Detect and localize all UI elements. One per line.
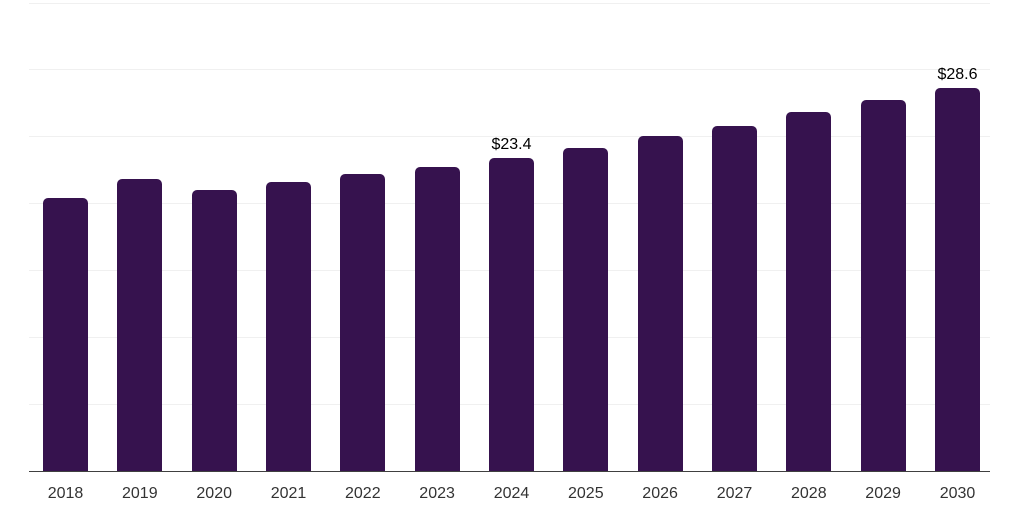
x-tick-label-2024: 2024 xyxy=(493,485,530,502)
x-tick-label-2027: 2027 xyxy=(716,485,753,502)
x-tick-label-2022: 2022 xyxy=(345,485,381,502)
bar-2026[interactable] xyxy=(637,136,683,471)
bar-2018[interactable] xyxy=(43,197,88,471)
bar-2030[interactable] xyxy=(935,88,980,471)
x-axis-line xyxy=(29,470,990,472)
bar-2021[interactable] xyxy=(266,181,311,471)
bar-2024[interactable] xyxy=(489,157,534,471)
x-tick-label-2018: 2018 xyxy=(47,485,84,502)
gridline-35 xyxy=(29,2,990,4)
gridline-25 xyxy=(29,136,990,138)
data-label-2024: $23.4 xyxy=(491,135,532,153)
bar-2023[interactable] xyxy=(414,167,460,471)
bar-2028[interactable] xyxy=(786,112,832,471)
bar-2025[interactable] xyxy=(563,148,609,471)
bar-2027[interactable] xyxy=(712,125,757,471)
bar-2022[interactable] xyxy=(340,173,386,471)
x-tick-label-2025: 2025 xyxy=(568,485,604,502)
x-tick-label-2030: 2030 xyxy=(939,485,976,502)
x-tick-label-2028: 2028 xyxy=(791,485,827,502)
x-tick-label-2019: 2019 xyxy=(122,485,158,502)
bar-2019[interactable] xyxy=(117,179,163,471)
x-tick-label-2026: 2026 xyxy=(642,485,678,502)
x-tick-label-2021: 2021 xyxy=(270,485,307,502)
bar-2020[interactable] xyxy=(191,189,237,471)
bar-2029[interactable] xyxy=(860,100,906,471)
x-tick-label-2023: 2023 xyxy=(419,485,455,502)
data-label-2030: $28.6 xyxy=(937,66,978,84)
x-tick-label-2020: 2020 xyxy=(196,485,232,502)
gridline-30 xyxy=(29,69,990,71)
x-tick-label-2029: 2029 xyxy=(865,485,901,502)
